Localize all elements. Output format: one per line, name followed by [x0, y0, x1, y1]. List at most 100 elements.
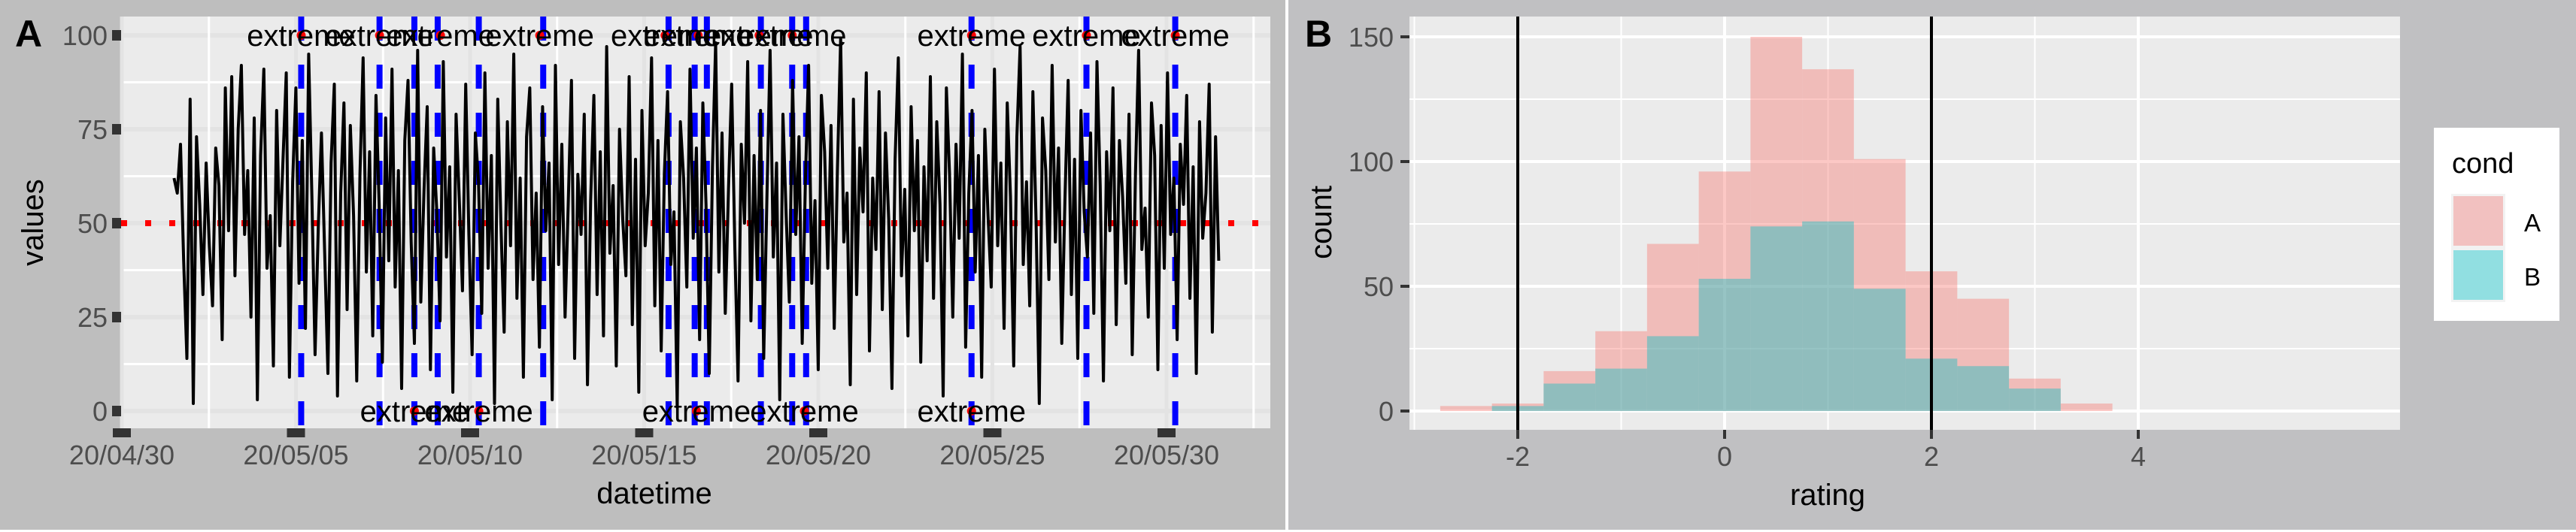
y-tick-label: 100 — [62, 20, 108, 51]
panel-b-x-axis-title: rating — [1790, 479, 1865, 512]
extreme-label: extreme — [750, 395, 859, 428]
histogram-bar-b — [1595, 368, 1647, 411]
x-tick-label: -2 — [1506, 441, 1530, 472]
extreme-point — [693, 31, 703, 40]
y-tick — [112, 124, 121, 135]
legend-title: cond — [2452, 148, 2514, 180]
histogram-bar-a — [1853, 159, 1906, 411]
extreme-label: extreme — [644, 20, 753, 53]
extreme-label: extreme — [1121, 20, 1230, 53]
panel-a-x-axis: 20/04/30 20/05/05 20/05/10 20/05/15 20/05/20… — [69, 428, 1219, 470]
histogram-bar-a — [1750, 37, 1803, 411]
histogram-bar-a — [1957, 298, 2010, 411]
x-tick — [113, 428, 131, 437]
histogram-bar-a — [1802, 69, 1854, 411]
threshold-lines — [1516, 17, 1933, 430]
histogram-bar-b — [1957, 366, 2010, 411]
histogram-bar-b — [1853, 289, 1906, 411]
extreme-label: extreme — [642, 395, 751, 428]
histogram-bars — [1440, 37, 2113, 411]
extreme-label: extreme — [386, 20, 495, 53]
extreme-label: extreme — [705, 20, 814, 53]
panel-a-x-axis-title: datetime — [596, 477, 712, 510]
extreme-label: extreme — [247, 20, 356, 53]
values-line — [172, 38, 1221, 409]
extreme-point — [474, 407, 484, 416]
extreme-label: extreme — [485, 20, 594, 53]
extreme-point — [375, 31, 384, 40]
y-tick-label: 150 — [1349, 22, 1394, 53]
x-tick — [635, 428, 654, 437]
x-tick — [461, 428, 479, 437]
legend-label-b: B — [2524, 263, 2541, 291]
extreme-point — [691, 407, 701, 416]
histogram-bar-a — [2009, 378, 2061, 411]
x-tick-label: 2 — [1924, 441, 1939, 472]
histogram-bar-a — [1440, 406, 1492, 411]
y-tick-label: 50 — [77, 208, 108, 239]
histogram-bar-b — [1543, 383, 1596, 411]
extreme-label: extreme — [917, 395, 1026, 428]
legend: cond A B — [2434, 128, 2559, 321]
extreme-point — [1082, 31, 1091, 40]
panel-b-label: B — [1305, 13, 1332, 55]
extreme-point — [787, 31, 797, 40]
x-tick-label: 0 — [1717, 441, 1732, 472]
y-tick-label: 0 — [1379, 396, 1394, 427]
panel-b-x-axis: -2 0 2 4 — [1506, 430, 2146, 472]
y-tick-label: 75 — [77, 114, 108, 145]
extreme-point — [1170, 31, 1180, 40]
histogram-bar-a — [2060, 404, 2113, 411]
panel-b-y-axis-title: count — [1305, 186, 1338, 259]
extreme-label: extreme — [360, 395, 469, 428]
extreme-label: extreme — [325, 20, 434, 53]
extreme-point — [966, 407, 976, 416]
histogram-bar-a — [1543, 370, 1596, 411]
extreme-point — [296, 31, 306, 40]
x-tick-label: 20/05/10 — [417, 440, 523, 470]
panel-b: B 0 50 100 150 -2 0 2 4 rating count cond A B — [1305, 13, 2559, 512]
y-tick-label: 100 — [1349, 147, 1394, 177]
y-tick-label: 50 — [1364, 271, 1394, 302]
x-tick-label: 20/04/30 — [69, 440, 174, 470]
y-tick — [112, 406, 121, 416]
panel-b-y-axis: 0 50 100 150 — [1349, 22, 1409, 427]
panel-separator — [1285, 0, 1288, 532]
histogram-bar-b — [1750, 226, 1803, 411]
x-tick-label: 20/05/15 — [591, 440, 696, 470]
extreme-point — [409, 407, 419, 416]
x-tick-label: 20/05/30 — [1114, 440, 1219, 470]
histogram-bar-b — [1802, 221, 1854, 411]
y-tick-label: 25 — [77, 302, 108, 333]
histogram-bar-b — [1698, 279, 1751, 411]
extreme-label: extreme — [917, 20, 1026, 53]
extreme-point — [535, 31, 545, 40]
x-tick — [1158, 428, 1176, 437]
y-tick — [112, 312, 121, 322]
legend-key-a — [2453, 196, 2503, 246]
extreme-point — [754, 31, 764, 40]
extreme-label: extreme — [424, 395, 533, 428]
y-tick-label: 0 — [93, 396, 108, 427]
x-tick — [287, 428, 305, 437]
extreme-points — [296, 31, 1180, 416]
panel-a-y-axis: 0 25 50 75 100 — [62, 20, 121, 427]
extreme-point — [435, 31, 445, 40]
panel-a-y-axis-title: values — [17, 179, 50, 266]
x-tick-label: 4 — [2131, 441, 2146, 472]
legend-label-a: A — [2524, 209, 2541, 237]
extreme-label: extreme — [738, 20, 847, 53]
histogram-bar-a — [1698, 171, 1751, 411]
extreme-label: extreme — [611, 20, 720, 53]
histogram-bar-b — [2009, 388, 2061, 411]
extreme-point — [966, 31, 976, 40]
x-tick-label: 20/05/20 — [766, 440, 871, 470]
x-tick — [983, 428, 1002, 437]
x-tick-label: 20/05/05 — [243, 440, 348, 470]
extreme-point — [800, 407, 809, 416]
legend-key-b — [2453, 250, 2503, 300]
x-tick-label: 20/05/25 — [939, 440, 1045, 470]
